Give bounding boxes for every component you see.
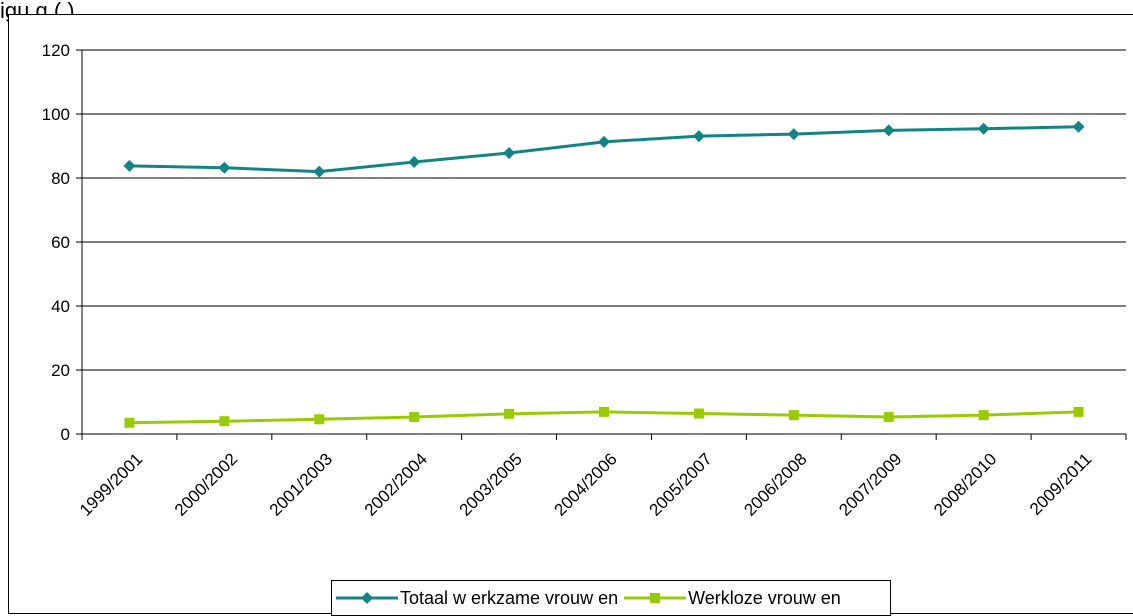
series-totaal	[123, 120, 1085, 178]
data-point	[599, 406, 609, 417]
data-point	[882, 124, 895, 137]
legend-item-totaal: Totaal w erkzame vrouw en	[336, 588, 618, 609]
data-point	[218, 161, 231, 174]
y-tick-label: 0	[61, 425, 70, 444]
y-tick-label: 60	[51, 233, 70, 252]
data-point	[1072, 120, 1085, 133]
x-tick-label: 2007/2009	[835, 449, 905, 519]
x-tick-label: 2006/2008	[740, 449, 810, 519]
legend-item-werkloze: Werkloze vrouw en	[624, 588, 841, 609]
data-point	[788, 410, 799, 421]
data-point	[409, 412, 420, 423]
x-axis-ticks: 1999/2001 2000/2002 2001/2003 2002/2004 2003…	[76, 434, 1127, 520]
data-point	[598, 135, 610, 148]
data-point	[787, 128, 800, 141]
data-point	[408, 156, 421, 168]
series-line	[129, 125, 1079, 174]
data-point	[503, 147, 516, 160]
diamond-line-icon	[336, 592, 398, 604]
y-tick-label: 20	[51, 361, 70, 380]
legend-label-werkloze: Werkloze vrouw en	[688, 587, 841, 608]
x-tick-label: 2003/2005	[456, 449, 526, 519]
chart-frame: 0 20 40 60 80 100 120 1999/2001 2000/2002 2001/2…	[8, 14, 1133, 616]
series-werkloze	[124, 406, 1084, 428]
data-point	[124, 417, 135, 428]
data-point	[504, 408, 515, 419]
data-point	[693, 408, 704, 419]
y-tick-label: 40	[51, 297, 70, 316]
y-tick-label: 100	[42, 105, 70, 124]
data-point	[313, 165, 326, 178]
x-tick-label: 1999/2001	[76, 449, 146, 519]
data-point	[1073, 406, 1084, 417]
gridlines	[82, 49, 1126, 371]
x-tick-label: 2005/2007	[645, 449, 715, 519]
series-layer	[123, 120, 1085, 428]
x-tick-label: 2002/2004	[361, 449, 431, 519]
data-point	[692, 130, 705, 143]
line-chart: 0 20 40 60 80 100 120 1999/2001 2000/2002 2001/2…	[42, 41, 1127, 520]
data-point	[978, 410, 989, 421]
data-point	[977, 122, 990, 135]
legend-label-totaal: Totaal w erkzame vrouw en	[400, 587, 619, 608]
square-line-icon	[624, 593, 687, 603]
x-tick-label: 2004/2006	[551, 449, 621, 519]
x-tick-label: 2000/2002	[171, 449, 241, 519]
x-tick-label: 2009/2011	[1026, 449, 1095, 518]
x-tick-label: 2001/2003	[266, 449, 336, 519]
y-axis-ticks: 0 20 40 60 80 100 120	[42, 41, 82, 444]
y-tick-label: 80	[51, 169, 70, 188]
data-point	[123, 159, 136, 172]
x-tick-label: 2008/2010	[930, 449, 1000, 519]
y-tick-label: 120	[42, 41, 70, 60]
data-point	[314, 414, 325, 425]
data-point	[883, 412, 894, 423]
data-point	[219, 416, 230, 427]
legend: Totaal w erkzame vrouw en Werkloze vrouw…	[331, 580, 891, 616]
